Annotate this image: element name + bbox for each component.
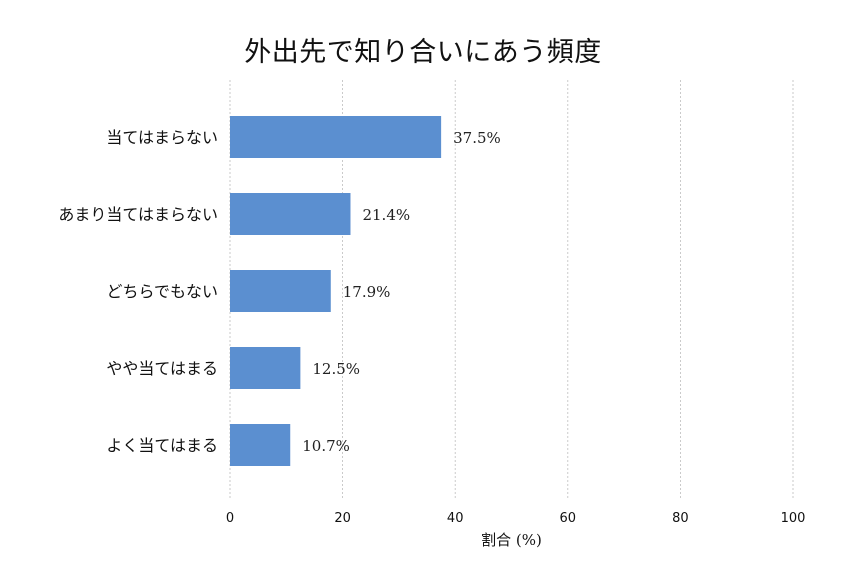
chart-title: 外出先で知り合いにあう頻度: [244, 37, 602, 68]
bar: [230, 193, 351, 235]
data-label: 21.4%: [362, 206, 410, 224]
category-label: 当てはまらない: [106, 128, 218, 147]
x-tick-label: 60: [560, 511, 577, 526]
bars: [230, 116, 442, 466]
category-label: やや当てはまる: [106, 359, 218, 378]
x-tick-label: 20: [334, 511, 351, 526]
bar: [230, 270, 331, 312]
bar: [230, 116, 442, 158]
bar: [230, 347, 301, 389]
x-tick-label: 100: [781, 511, 806, 526]
x-tick-label: 80: [672, 511, 689, 526]
category-label: よく当てはまる: [106, 436, 218, 455]
category-label: どちらでもない: [106, 282, 218, 301]
category-label: あまり当てはまらない: [58, 205, 218, 224]
bar: [230, 424, 291, 466]
x-axis-title: 割合 (%): [481, 531, 542, 549]
x-tick-labels: 0 20 40 60 80 100: [226, 511, 806, 526]
data-label: 10.7%: [302, 437, 350, 455]
x-tick-label: 40: [447, 511, 464, 526]
x-tick-label: 0: [226, 511, 234, 526]
data-label: 12.5%: [312, 360, 360, 378]
value-labels: 37.5% 21.4% 17.9% 12.5% 10.7%: [302, 129, 501, 455]
data-label: 37.5%: [453, 129, 501, 147]
data-label: 17.9%: [343, 283, 391, 301]
